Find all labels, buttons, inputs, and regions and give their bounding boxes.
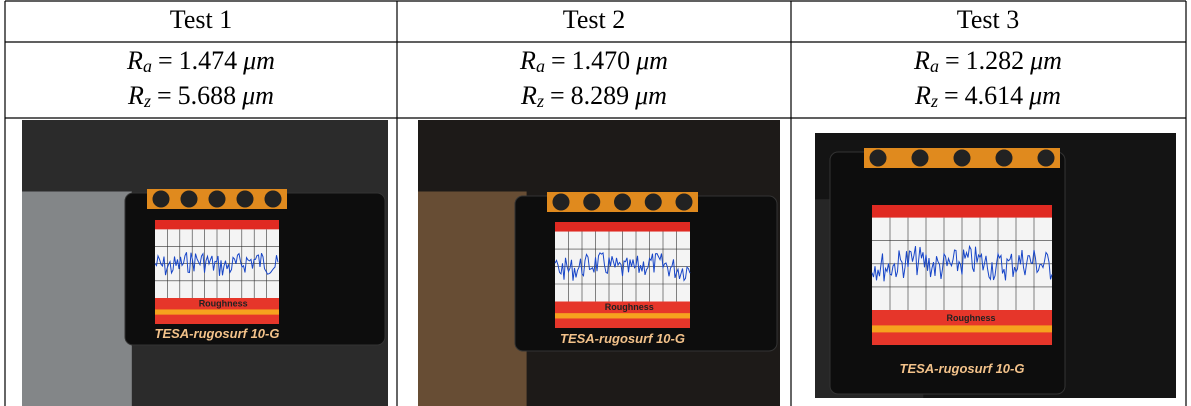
screen-header (155, 220, 279, 229)
value: 8.289 (571, 81, 630, 110)
screen-footer-band (872, 325, 1052, 332)
equals: = (158, 46, 173, 75)
device-button (953, 149, 971, 167)
subscript: a (143, 56, 152, 76)
header-cell: Test 2 (563, 5, 625, 34)
symbol: R (519, 46, 536, 75)
subscript: z (930, 91, 938, 111)
value: 1.470 (572, 46, 631, 75)
equals: = (551, 46, 566, 75)
subscript: a (930, 56, 939, 76)
screen-mode: Roughness (946, 313, 995, 323)
photo-surface (418, 192, 527, 406)
unit: μm (634, 81, 667, 110)
photo: Roughness TESA-rugosurf 10-G (418, 120, 780, 406)
photo: Roughness TESA-rugosurf 10-G (22, 120, 388, 406)
equals: = (550, 81, 565, 110)
photo-surface (22, 192, 132, 406)
unit: μm (635, 46, 668, 75)
device-button (995, 149, 1013, 167)
screen-mode: Roughness (199, 299, 248, 309)
device-button (208, 190, 226, 208)
value: 5.688 (178, 81, 237, 110)
value: 4.614 (965, 81, 1024, 110)
screen-header (872, 205, 1052, 218)
subscript: z (536, 91, 544, 111)
symbol: R (914, 81, 931, 110)
header-cell: Test 1 (170, 5, 232, 34)
device-button (1037, 149, 1055, 167)
symbol: R (520, 81, 537, 110)
header-cell: Test 3 (957, 5, 1019, 34)
device-brand: TESA-rugosurf 10-G (560, 331, 685, 346)
device-button (614, 193, 632, 211)
device-button (644, 193, 662, 211)
screen-mode: Roughness (605, 302, 654, 312)
unit: μm (1029, 46, 1062, 75)
value: 1.474 (179, 46, 238, 75)
device-button (869, 149, 887, 167)
device-button (264, 190, 282, 208)
device-button (236, 190, 254, 208)
value: 1.282 (966, 46, 1025, 75)
device-button (552, 193, 570, 211)
subscript: z (143, 91, 151, 111)
screen-footer-band (555, 313, 690, 318)
device-button (583, 193, 601, 211)
equals: = (157, 81, 172, 110)
unit: μm (1028, 81, 1061, 110)
screen-footer-band (155, 309, 279, 314)
photo: Roughness TESA-rugosurf 10-G (815, 133, 1176, 398)
device-brand: TESA-rugosurf 10-G (900, 361, 1025, 376)
device-brand: TESA-rugosurf 10-G (155, 326, 280, 341)
unit: μm (241, 81, 274, 110)
device-button (911, 149, 929, 167)
symbol: R (913, 46, 930, 75)
device-button (675, 193, 693, 211)
equals: = (944, 81, 959, 110)
results-table: Test 1Test 2Test 3Ra=1.474μmRz=5.688μmRa… (0, 0, 1191, 406)
unit: μm (242, 46, 275, 75)
device-button (152, 190, 170, 208)
symbol: R (126, 46, 143, 75)
subscript: a (536, 56, 545, 76)
equals: = (945, 46, 960, 75)
screen-header (555, 222, 690, 232)
device-button (180, 190, 198, 208)
symbol: R (127, 81, 144, 110)
